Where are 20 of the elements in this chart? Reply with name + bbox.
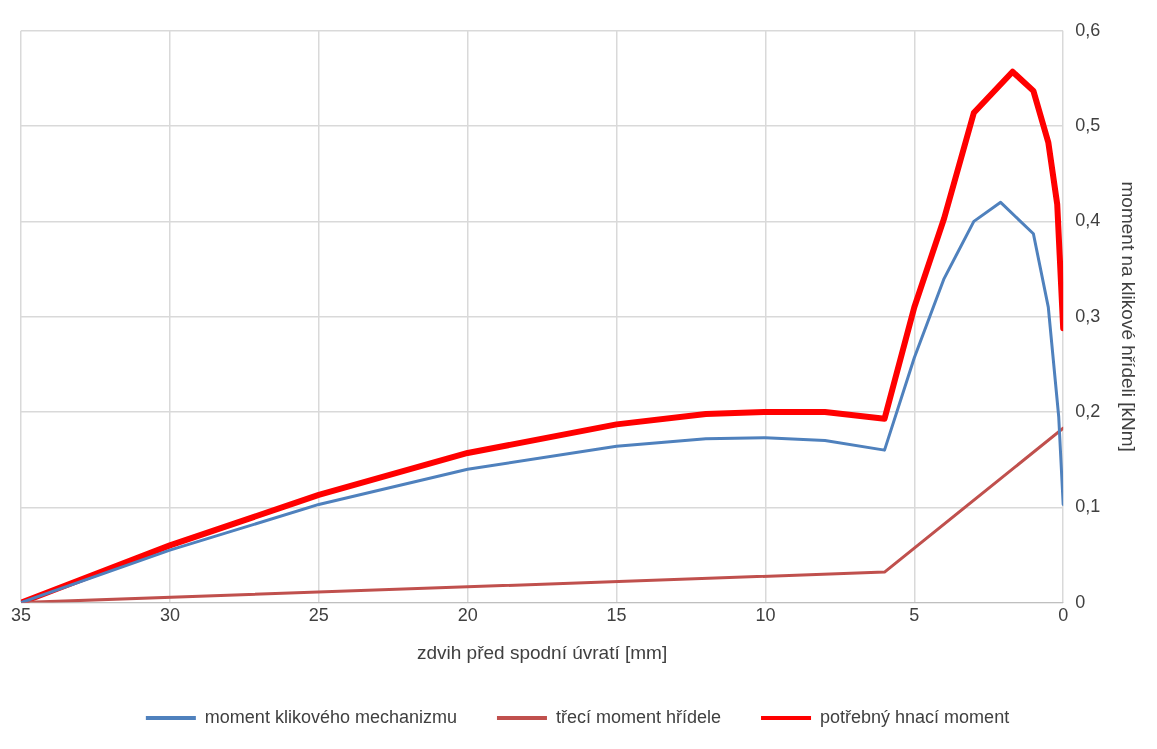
x-tick-label: 35 <box>11 605 32 626</box>
y2-tick-label: 0,1 <box>1075 496 1101 517</box>
legend-label: moment klikového mechanizmu <box>204 706 457 727</box>
x-axis-title: zdvih před spodní úvratí [mm] <box>416 641 668 663</box>
x-tick-label: 15 <box>606 605 627 626</box>
y2-axis-title: moment na klikové hřídeli [kNm] <box>1118 181 1140 452</box>
x-tick-label: 30 <box>159 605 180 626</box>
x-tick-label: 20 <box>457 605 478 626</box>
x-tick-label: 5 <box>909 605 920 626</box>
y2-tick-label: 0,4 <box>1075 210 1101 231</box>
legend-label: třecí moment hřídele <box>555 706 722 727</box>
y2-tick-label: 0,5 <box>1075 115 1101 136</box>
y2-tick-label: 0,6 <box>1075 19 1101 40</box>
y2-tick-label: 0,2 <box>1075 400 1101 421</box>
y2-tick-label: 0,3 <box>1075 305 1101 326</box>
legend-label: potřebný hnací moment <box>820 706 1010 727</box>
x-tick-label: 10 <box>755 605 776 626</box>
x-tick-label: 0 <box>1058 605 1069 626</box>
y2-tick-label: 0 <box>1075 591 1086 612</box>
x-tick-label: 25 <box>308 605 329 626</box>
